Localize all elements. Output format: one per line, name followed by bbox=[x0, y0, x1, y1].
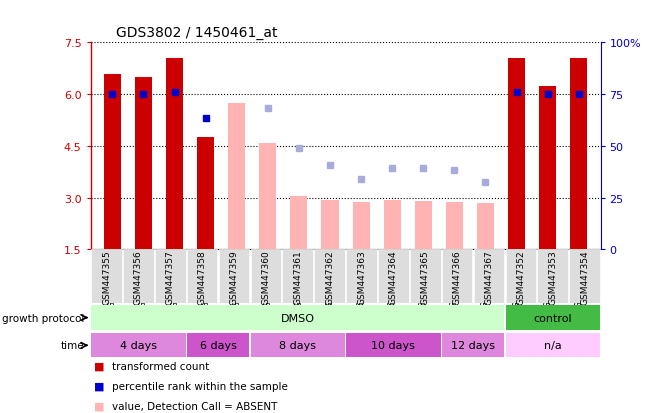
Text: GSM447358: GSM447358 bbox=[198, 249, 207, 304]
Bar bbox=[155, 250, 186, 304]
Bar bbox=[166, 59, 183, 250]
Bar bbox=[91, 250, 122, 304]
Text: GSM447360: GSM447360 bbox=[262, 249, 270, 304]
Text: ■: ■ bbox=[94, 361, 105, 371]
Bar bbox=[410, 250, 441, 304]
Text: control: control bbox=[533, 313, 572, 323]
Text: GSM447365: GSM447365 bbox=[421, 249, 429, 304]
Bar bbox=[415, 201, 432, 250]
Text: n/a: n/a bbox=[544, 340, 562, 351]
Bar bbox=[539, 86, 556, 250]
Text: GSM447366: GSM447366 bbox=[453, 249, 462, 304]
Bar bbox=[508, 59, 525, 250]
Text: 6 days: 6 days bbox=[200, 340, 236, 351]
Bar bbox=[346, 333, 441, 358]
Bar bbox=[442, 250, 472, 304]
Text: GSM447355: GSM447355 bbox=[102, 249, 111, 304]
Text: GSM447363: GSM447363 bbox=[357, 249, 366, 304]
Bar bbox=[259, 143, 276, 250]
Text: GSM447353: GSM447353 bbox=[548, 249, 557, 304]
Text: value, Detection Call = ABSENT: value, Detection Call = ABSENT bbox=[112, 401, 277, 411]
Bar bbox=[505, 250, 536, 304]
Bar bbox=[104, 74, 121, 250]
Bar bbox=[569, 250, 600, 304]
Bar bbox=[187, 333, 250, 358]
Text: GSM447367: GSM447367 bbox=[484, 249, 493, 304]
Text: DMSO: DMSO bbox=[280, 313, 315, 323]
Text: growth protocol: growth protocol bbox=[1, 313, 84, 323]
Text: GSM447361: GSM447361 bbox=[293, 249, 302, 304]
Text: 12 days: 12 days bbox=[451, 340, 495, 351]
Bar bbox=[384, 201, 401, 250]
Text: ■: ■ bbox=[94, 401, 105, 411]
Bar bbox=[250, 333, 345, 358]
Text: percentile rank within the sample: percentile rank within the sample bbox=[112, 381, 288, 391]
Text: time: time bbox=[60, 340, 84, 351]
Text: GSM447356: GSM447356 bbox=[134, 249, 143, 304]
Bar bbox=[123, 250, 154, 304]
Bar bbox=[477, 203, 494, 250]
Text: GSM447357: GSM447357 bbox=[166, 249, 174, 304]
Bar bbox=[352, 203, 370, 250]
Bar bbox=[219, 250, 250, 304]
Bar bbox=[505, 333, 600, 358]
Text: transformed count: transformed count bbox=[112, 361, 209, 371]
Bar bbox=[187, 250, 217, 304]
Bar bbox=[291, 197, 307, 250]
Bar bbox=[314, 250, 345, 304]
Text: 4 days: 4 days bbox=[120, 340, 157, 351]
Bar bbox=[570, 59, 587, 250]
Bar bbox=[446, 202, 463, 250]
Text: 10 days: 10 days bbox=[372, 340, 415, 351]
Bar bbox=[537, 250, 568, 304]
Text: GSM447364: GSM447364 bbox=[389, 249, 398, 304]
Bar bbox=[250, 250, 281, 304]
Bar bbox=[197, 138, 214, 250]
Text: GDS3802 / 1450461_at: GDS3802 / 1450461_at bbox=[116, 26, 278, 40]
Bar bbox=[228, 104, 246, 250]
Bar bbox=[378, 250, 409, 304]
Bar bbox=[346, 250, 377, 304]
Bar bbox=[442, 333, 505, 358]
Bar bbox=[91, 333, 186, 358]
Text: GSM447359: GSM447359 bbox=[229, 249, 238, 304]
Bar bbox=[135, 78, 152, 250]
Text: 8 days: 8 days bbox=[279, 340, 316, 351]
Bar bbox=[91, 306, 505, 330]
Bar bbox=[505, 306, 600, 330]
Text: GSM447352: GSM447352 bbox=[517, 249, 525, 304]
Text: ■: ■ bbox=[94, 381, 105, 391]
Bar bbox=[474, 250, 505, 304]
Bar bbox=[321, 201, 339, 250]
Text: GSM447362: GSM447362 bbox=[325, 249, 334, 304]
Bar bbox=[282, 250, 313, 304]
Text: GSM447354: GSM447354 bbox=[580, 249, 589, 304]
